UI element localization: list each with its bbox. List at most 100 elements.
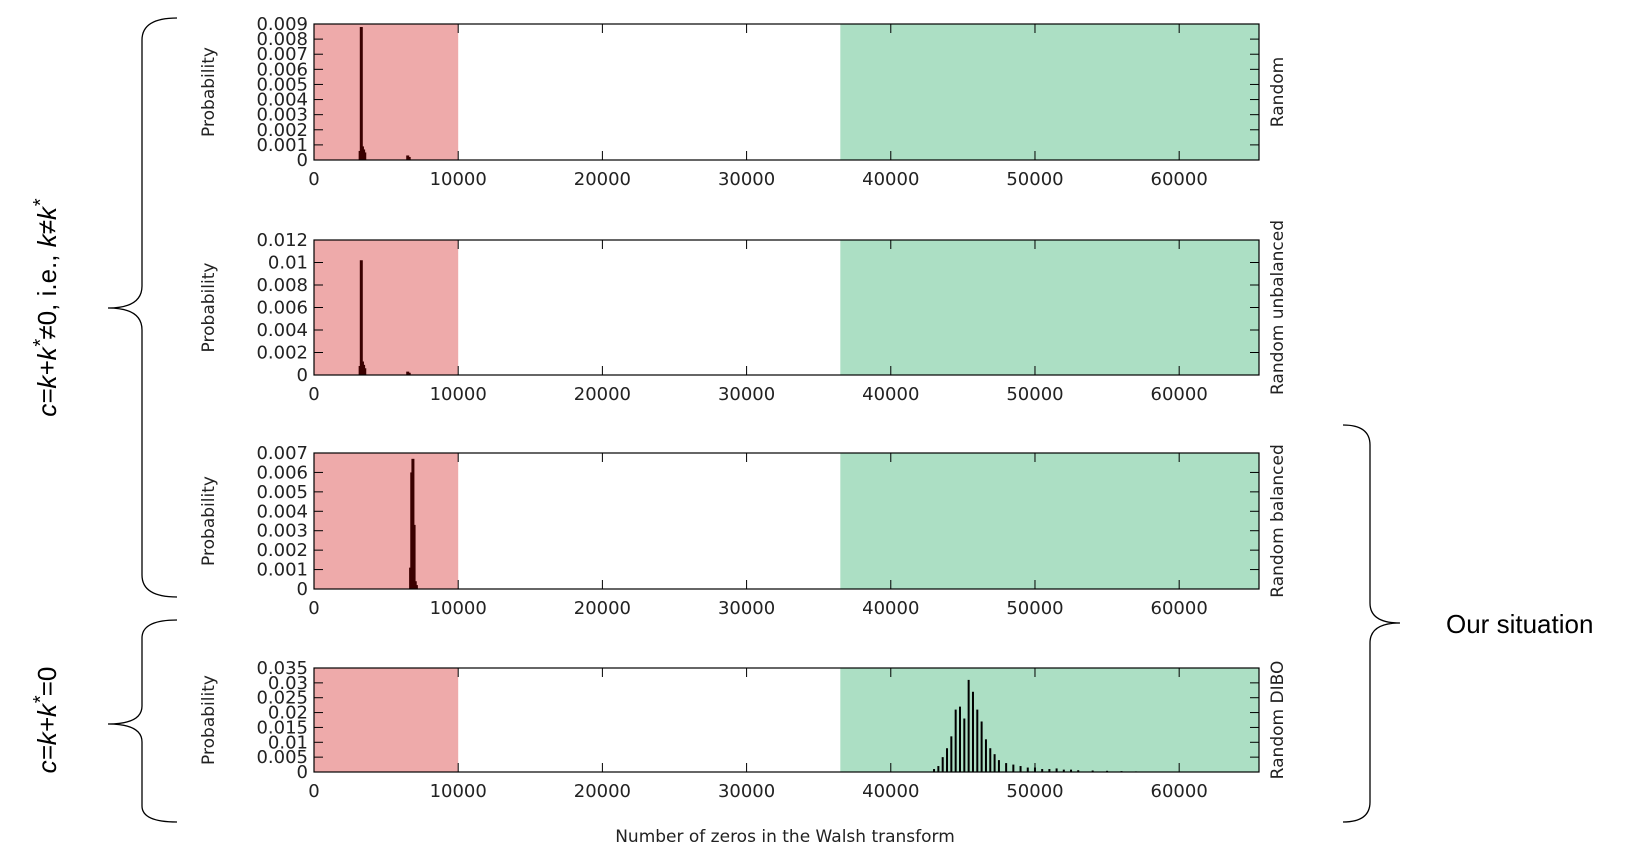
bar	[950, 736, 953, 772]
annotation-left-top: c=k+k*≠0, i.e., k≠k*	[30, 198, 62, 417]
green-region	[840, 24, 1259, 160]
y-tick-label: 0.006	[256, 59, 308, 80]
y-tick-label: 0.005	[256, 74, 308, 95]
series-label: Random unbalanced	[1268, 220, 1288, 395]
bar	[1005, 763, 1008, 772]
y-tick-label: 0	[297, 365, 308, 386]
y-tick-label: 0.035	[256, 658, 308, 679]
bar	[414, 585, 418, 589]
y-tick-label: 0.001	[256, 560, 308, 581]
y-tick-label: 0.025	[256, 688, 308, 709]
y-tick-label: 0.007	[256, 443, 308, 464]
y-axis-title: Probability	[199, 675, 219, 765]
y-tick-label: 0.008	[256, 29, 308, 50]
bar	[980, 721, 983, 772]
bar	[1048, 769, 1051, 772]
bar	[954, 709, 957, 772]
y-tick-label: 0.009	[256, 14, 308, 35]
x-tick-label: 60000	[1151, 598, 1208, 619]
red-region	[314, 668, 459, 772]
bar	[993, 754, 996, 772]
bar	[1012, 764, 1015, 772]
bar	[997, 760, 1000, 772]
x-tick-label: 10000	[430, 169, 487, 190]
series-label: Random	[1268, 57, 1288, 127]
bar	[946, 748, 949, 772]
x-tick-label: 40000	[862, 169, 919, 190]
bar	[359, 260, 363, 375]
plot-frame	[313, 667, 1260, 773]
y-tick-label: 0.004	[256, 501, 308, 522]
bar	[407, 372, 411, 375]
bar	[963, 718, 966, 772]
x-tick-label: 30000	[718, 598, 775, 619]
left-brace-top	[107, 17, 178, 598]
y-tick-label: 0.006	[256, 462, 308, 483]
bar	[1019, 766, 1022, 772]
x-tick-label: 10000	[430, 384, 487, 405]
x-tick-label: 20000	[574, 169, 631, 190]
series-label: Random balanced	[1268, 444, 1288, 598]
panels: 00.0010.0020.0030.0040.0050.0060.0070.00…	[199, 14, 1288, 802]
x-tick-label: 60000	[1151, 169, 1208, 190]
x-tick-label: 40000	[862, 598, 919, 619]
bar	[1041, 769, 1044, 772]
y-tick-label: 0.005	[256, 747, 308, 768]
plot-frame	[313, 23, 1260, 161]
y-tick-label: 0.007	[256, 44, 308, 65]
x-tick-label: 50000	[1006, 384, 1063, 405]
y-tick-label: 0.004	[256, 90, 308, 111]
x-tick-label: 50000	[1006, 169, 1063, 190]
bar	[976, 709, 979, 772]
x-tick-label: 60000	[1151, 384, 1208, 405]
bar	[407, 156, 411, 160]
bar	[1026, 767, 1029, 772]
y-tick-label: 0.008	[256, 275, 308, 296]
x-tick-label: 20000	[574, 781, 631, 802]
y-tick-label: 0.005	[256, 482, 308, 503]
bar	[363, 368, 367, 375]
bar	[933, 769, 936, 772]
bar	[958, 706, 961, 772]
red-region	[314, 24, 459, 160]
x-tick-label: 30000	[718, 384, 775, 405]
bar	[412, 524, 416, 589]
y-tick-label: 0.002	[256, 343, 308, 364]
x-tick-label: 40000	[862, 384, 919, 405]
y-tick-label: 0.03	[268, 673, 308, 694]
x-tick-label: 10000	[430, 598, 487, 619]
y-tick-label: 0	[297, 579, 308, 600]
series-label: Random DIBO	[1268, 661, 1288, 780]
x-tick-label: 0	[308, 598, 319, 619]
green-region	[840, 240, 1259, 375]
x-tick-label: 50000	[1006, 781, 1063, 802]
bar	[984, 739, 987, 772]
x-tick-label: 0	[308, 781, 319, 802]
x-tick-label: 0	[308, 384, 319, 405]
y-tick-label: 0.02	[268, 703, 308, 724]
green-region	[840, 453, 1259, 589]
y-tick-label: 0.003	[256, 521, 308, 542]
y-tick-label: 0	[297, 150, 308, 171]
bar	[971, 691, 974, 772]
x-axis-title: Number of zeros in the Walsh transform	[615, 827, 955, 847]
y-tick-label: 0.001	[256, 135, 308, 156]
y-tick-label: 0.015	[256, 717, 308, 738]
left-brace-bottom	[107, 619, 178, 823]
bar	[1062, 769, 1065, 772]
bar	[359, 27, 363, 161]
x-tick-label: 40000	[862, 781, 919, 802]
y-tick-label: 0.006	[256, 298, 308, 319]
x-tick-label: 0	[308, 169, 319, 190]
y-tick-label: 0.003	[256, 105, 308, 126]
y-tick-label: 0	[297, 762, 308, 783]
bar	[1091, 770, 1094, 772]
annotation-left-bottom: c=k+k*=0	[30, 667, 62, 774]
y-axis-title: Probability	[199, 476, 219, 566]
bar	[363, 152, 367, 160]
red-region	[314, 453, 459, 589]
